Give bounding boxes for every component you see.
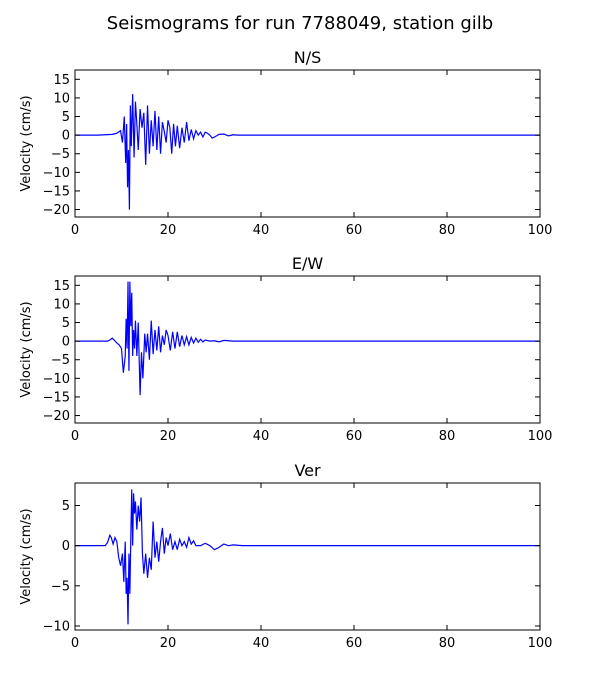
figure-title: Seismograms for run 7788049, station gil… (107, 13, 493, 34)
y-tick-label-ns: 15 (53, 73, 70, 88)
series-line-ns (75, 94, 540, 210)
panels-group: N/S0 20 40 60 80 100−20−15−10−5051015Velocity… (19, 48, 552, 651)
panel-title-ns: N/S (294, 48, 322, 67)
axes-frame-ver (74, 482, 541, 631)
x-tick-label-ew: 0 (71, 429, 79, 444)
y-tick-label-ew: 0 (62, 335, 70, 350)
series-line-ver (75, 489, 540, 625)
y-tick-label-ns: 0 (62, 129, 70, 144)
y-tick-label-ns: 5 (62, 110, 70, 125)
y-axis-label-ver: Velocity (cm/s) (19, 508, 34, 604)
panel-ver: Ver 0 20 40 60 80 100 −10 −5 0 5 Velocity (cm/s) (19, 461, 552, 651)
x-tick-label-ns: 20 (160, 223, 177, 238)
y-tick-label-ew: −10 (43, 372, 70, 387)
panel-title-ver: Ver (294, 461, 321, 480)
panel-ns: N/S 0 20 40 60 80 100 −20 −15 −10 −5 0 5 10 15 Velocity… (19, 48, 552, 238)
y-tick-label-ew: 5 (62, 316, 70, 331)
x-tick-label-ew: 20 (160, 429, 177, 444)
x-tick-label-ver: 100 (528, 636, 553, 651)
y-tick-label-ew: −15 (43, 390, 70, 405)
axes-frame-ns (74, 69, 541, 218)
y-tick-label-ew: 10 (53, 297, 70, 312)
y-tick-label-ns: −20 (43, 203, 70, 218)
y-tick-label-ver: 5 (62, 499, 70, 514)
y-tick-label-ver: −5 (51, 579, 70, 594)
x-tick-label-ver: 60 (346, 636, 363, 651)
x-tick-label-ns: 40 (253, 223, 270, 238)
y-tick-label-ver: 0 (62, 539, 70, 554)
series-line-ew (75, 281, 540, 396)
axes-frame-ew (74, 275, 541, 424)
x-tick-label-ns: 0 (71, 223, 79, 238)
y-tick-label-ns: 10 (53, 91, 70, 106)
y-tick-label-ew: 15 (53, 279, 70, 294)
y-tick-label-ns: −10 (43, 166, 70, 181)
y-tick-label-ew: −20 (43, 409, 70, 424)
y-axis-label-ew: Velocity (cm/s) (19, 301, 34, 397)
panel-ew: E/W 0 20 40 60 80 100 −20 −15 −10 −5 0 5 10 15 Velocity… (19, 254, 552, 444)
y-tick-label-ver: −10 (43, 619, 70, 634)
x-tick-label-ver: 0 (71, 636, 79, 651)
panel-title-ew: E/W (292, 254, 324, 273)
x-tick-label-ew: 60 (346, 429, 363, 444)
y-tick-label-ew: −5 (51, 353, 70, 368)
x-tick-label-ns: 60 (346, 223, 363, 238)
x-tick-label-ew: 40 (253, 429, 270, 444)
y-tick-label-ns: −15 (43, 184, 70, 199)
x-tick-label-ver: 20 (160, 636, 177, 651)
y-axis-label-ns: Velocity (cm/s) (19, 95, 34, 191)
x-tick-label-ns: 100 (528, 223, 553, 238)
x-tick-label-ver: 80 (439, 636, 456, 651)
x-tick-label-ns: 80 (439, 223, 456, 238)
x-tick-label-ver: 40 (253, 636, 270, 651)
x-tick-label-ew: 100 (528, 429, 553, 444)
y-tick-label-ns: −5 (51, 147, 70, 162)
x-tick-label-ew: 80 (439, 429, 456, 444)
